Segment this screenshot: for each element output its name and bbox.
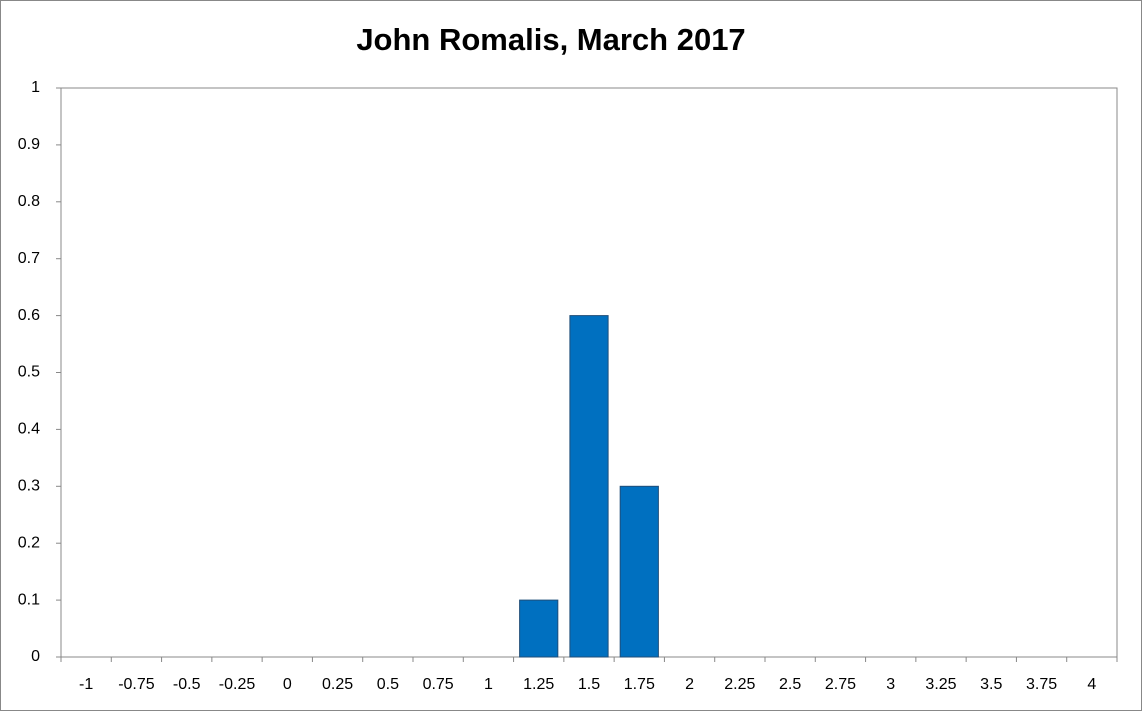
y-tick-label: 1 bbox=[31, 79, 40, 96]
x-tick-label: -0.25 bbox=[219, 676, 256, 693]
y-tick-label: 0.2 bbox=[18, 534, 40, 551]
x-tick-label: 3.25 bbox=[925, 676, 956, 693]
x-tick-label: 3 bbox=[886, 676, 895, 693]
x-tick-label: 3.5 bbox=[980, 676, 1002, 693]
y-tick-label: 0.1 bbox=[18, 591, 40, 608]
x-tick-label: 0.5 bbox=[377, 676, 399, 693]
x-tick-label: 0.25 bbox=[322, 676, 353, 693]
x-tick-label: 2.75 bbox=[825, 676, 856, 693]
x-tick-label: 4 bbox=[1087, 676, 1096, 693]
x-tick-label: 3.75 bbox=[1026, 676, 1057, 693]
x-tick-label: -1 bbox=[79, 676, 93, 693]
x-tick-label: 1 bbox=[484, 676, 493, 693]
y-tick-label: 0.7 bbox=[18, 250, 40, 267]
y-tick-label: 0.4 bbox=[18, 421, 40, 438]
x-tick-label: 1.75 bbox=[624, 676, 655, 693]
x-tick-label: 2 bbox=[685, 676, 694, 693]
x-tick-label: 0.75 bbox=[423, 676, 454, 693]
y-tick-label: 0.5 bbox=[18, 364, 40, 381]
y-tick-label: 0.8 bbox=[18, 193, 40, 210]
y-tick-label: 0.3 bbox=[18, 478, 40, 495]
x-tick-label: 2.5 bbox=[779, 676, 801, 693]
y-tick-label: 0.9 bbox=[18, 136, 40, 153]
bar bbox=[519, 599, 559, 658]
chart-title: John Romalis, March 2017 bbox=[356, 22, 745, 57]
x-tick-label: 0 bbox=[283, 676, 292, 693]
x-tick-label: 1.5 bbox=[578, 676, 600, 693]
y-tick-label: 0.6 bbox=[18, 307, 40, 324]
x-tick-label: 1.25 bbox=[523, 676, 554, 693]
x-tick-label: -0.75 bbox=[118, 676, 155, 693]
y-tick-label: 0 bbox=[31, 648, 40, 665]
bar bbox=[569, 315, 609, 658]
x-tick-label: 2.25 bbox=[724, 676, 755, 693]
x-tick-label: -0.5 bbox=[173, 676, 201, 693]
bar bbox=[619, 485, 659, 658]
